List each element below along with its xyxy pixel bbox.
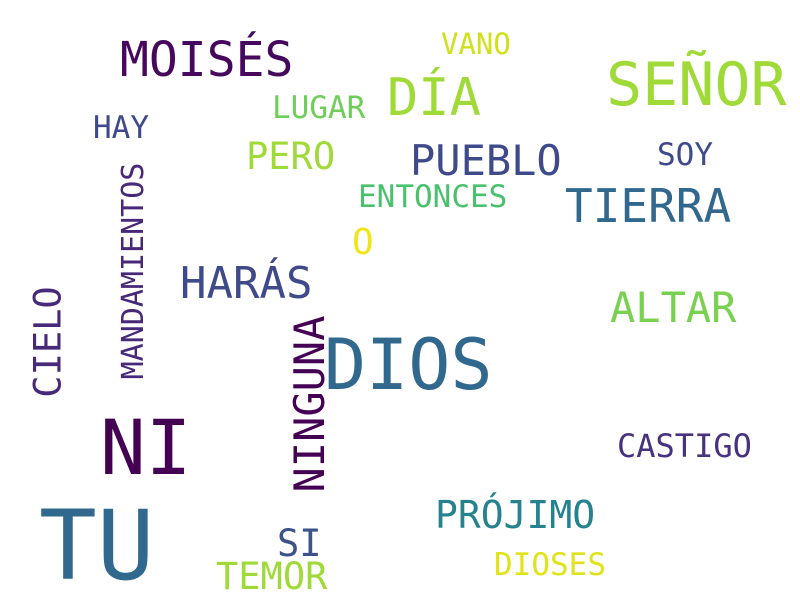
word-temor: TEMOR (216, 555, 328, 598)
word-altar: ALTAR (610, 283, 737, 332)
word-lugar: LUGAR (272, 90, 366, 126)
word-ninguna: NINGUNA (285, 315, 334, 493)
word-pueblo: PUEBLO (410, 136, 562, 185)
word-moises: MOISÉS (120, 32, 294, 88)
word-pero: PERO (246, 135, 336, 178)
word-dia: DÍA (387, 68, 481, 128)
word-haras: HARÁS (180, 258, 313, 309)
word-dios: DIOS (324, 324, 493, 406)
word-vano: VANO (441, 27, 511, 61)
word-tu: TU (39, 490, 155, 600)
word-si: SI (277, 522, 322, 565)
word-ni: NI (100, 403, 192, 492)
word-tierra: TIERRA (565, 179, 732, 233)
word-senor: SEÑOR (606, 50, 787, 120)
word-projimo: PRÓJIMO (435, 493, 596, 537)
word-entonces: ENTONCES (358, 179, 508, 215)
word-dioses: DIOSES (494, 547, 606, 583)
word-soy: SOY (657, 137, 713, 173)
word-castigo: CASTIGO (617, 427, 752, 465)
word-cielo: CIELO (26, 286, 70, 398)
word-o: O (352, 222, 374, 263)
word-hay: HAY (93, 110, 149, 146)
word-mandamientos: MANDAMIENTOS (116, 162, 151, 380)
